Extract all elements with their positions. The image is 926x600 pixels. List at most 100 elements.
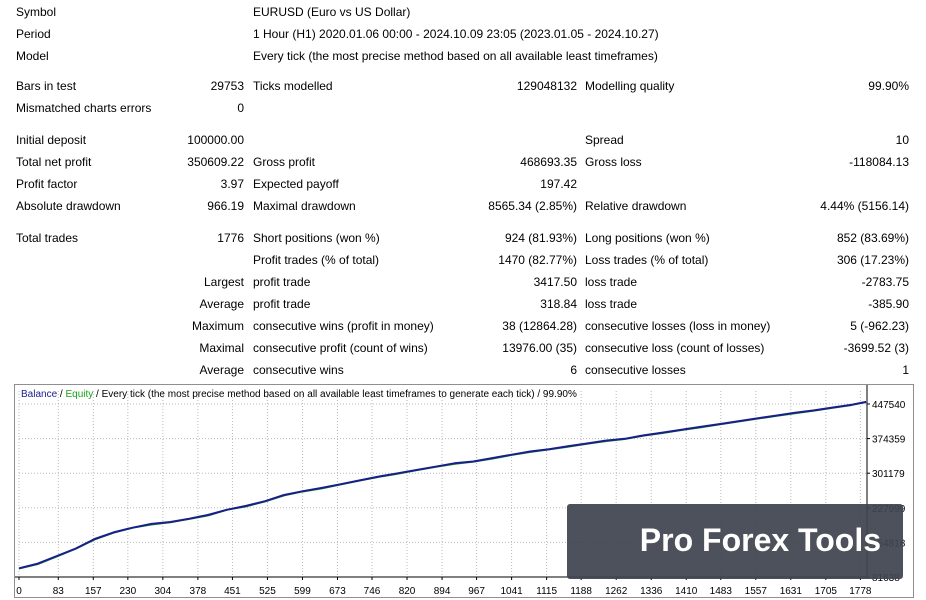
x-tick-label: 83 <box>53 586 65 597</box>
gross-loss-label: Gross loss <box>585 155 642 169</box>
x-tick-label: 673 <box>329 586 346 597</box>
profit-factor-value: 3.97 <box>220 177 244 191</box>
legend-separator: / <box>57 389 66 400</box>
loss-trades-label: Loss trades (% of total) <box>585 253 709 267</box>
average-loss-trade-label: loss trade <box>585 297 638 311</box>
x-tick-label: 1336 <box>640 586 663 597</box>
maximal-drawdown-value: 8565.34 (2.85%) <box>488 199 577 213</box>
x-tick-label: 304 <box>155 586 172 597</box>
x-tick-label: 599 <box>294 586 311 597</box>
bars-in-test-label: Bars in test <box>16 79 77 93</box>
spread-label: Spread <box>585 133 624 147</box>
average-consecutive-losses-label: consecutive losses <box>585 363 686 377</box>
profit-trades-label: Profit trades (% of total) <box>253 253 380 267</box>
long-positions-value: 852 (83.69%) <box>836 231 909 245</box>
average-consecutive-wins-label: consecutive wins <box>253 363 344 377</box>
x-tick-label: 894 <box>434 586 451 597</box>
maximal-label: Maximal <box>199 341 244 355</box>
x-tick-label: 1557 <box>745 586 768 597</box>
initial-deposit-label: Initial deposit <box>16 133 87 147</box>
symbol-value: EURUSD (Euro vs US Dollar) <box>253 5 411 19</box>
max-consecutive-wins-value: 38 (12864.28) <box>502 319 577 333</box>
max-consecutive-wins-label: consecutive wins (profit in money) <box>253 319 434 333</box>
expected-payoff-value: 197.42 <box>540 177 577 191</box>
max-consecutive-losses-value: 5 (-962.23) <box>850 319 909 333</box>
largest-profit-trade-value: 3417.50 <box>533 275 577 289</box>
ticks-modelled-value: 129048132 <box>516 79 577 93</box>
average-profit-trade-value: 318.84 <box>540 297 577 311</box>
x-tick-label: 820 <box>399 586 416 597</box>
legend-equity: Equity <box>65 389 94 400</box>
maximal-consecutive-loss-label: consecutive loss (count of losses) <box>585 341 765 355</box>
average-consecutive-losses-value: 1 <box>902 363 909 377</box>
mismatched-errors-label: Mismatched charts errors <box>16 101 152 115</box>
x-tick-label: 230 <box>119 586 136 597</box>
x-tick-label: 1410 <box>675 586 698 597</box>
total-net-profit-value: 350609.22 <box>187 155 244 169</box>
expected-payoff-label: Expected payoff <box>253 177 339 191</box>
period-label: Period <box>16 27 51 41</box>
watermark-banner: Pro Forex Tools <box>567 504 903 579</box>
x-tick-label: 1188 <box>570 586 592 597</box>
report-panel: Symbol EURUSD (Euro vs US Dollar) Period… <box>16 5 909 377</box>
model-label: Model <box>16 49 49 63</box>
chart-description: / Every tick (the most precise method ba… <box>93 389 577 400</box>
gross-profit-value: 468693.35 <box>520 155 577 169</box>
maximum-label: Maximum <box>191 319 244 333</box>
maximal-drawdown-label: Maximal drawdown <box>253 199 356 213</box>
long-positions-label: Long positions (won %) <box>585 231 710 245</box>
spread-value: 10 <box>895 133 909 147</box>
balance-line <box>18 400 867 570</box>
largest-loss-trade-label: loss trade <box>585 275 638 289</box>
average-consecutive-label: Average <box>199 363 244 377</box>
legend-balance: Balance <box>21 389 58 400</box>
average-consecutive-wins-value: 6 <box>570 363 577 377</box>
initial-deposit-value: 100000.00 <box>187 133 244 147</box>
y-tick-label: 374359 <box>872 435 906 446</box>
bars-in-test-value: 29753 <box>210 79 244 93</box>
average-loss-trade-value: -385.90 <box>868 297 909 311</box>
short-positions-value: 924 (81.93%) <box>504 231 577 245</box>
x-tick-label: 1262 <box>605 586 628 597</box>
maximal-consecutive-profit-value: 13976.00 (35) <box>502 341 577 355</box>
y-tick-label: 447540 <box>872 400 906 411</box>
largest-profit-trade-label: profit trade <box>253 275 311 289</box>
x-tick-label: 451 <box>224 586 241 597</box>
total-trades-label: Total trades <box>16 231 79 245</box>
average-label: Average <box>199 297 244 311</box>
chart-header: Balance / Equity / Every tick (the most … <box>21 389 577 401</box>
profit-trades-value: 1470 (82.77%) <box>498 253 577 267</box>
absolute-drawdown-label: Absolute drawdown <box>16 199 121 213</box>
x-tick-label: 0 <box>16 586 22 597</box>
largest-label: Largest <box>203 275 244 289</box>
total-net-profit-label: Total net profit <box>16 155 92 169</box>
x-tick-label: 746 <box>364 586 381 597</box>
x-tick-label: 1115 <box>536 586 557 597</box>
short-positions-label: Short positions (won %) <box>253 231 380 245</box>
mismatched-errors-value: 0 <box>237 101 244 115</box>
absolute-drawdown-value: 966.19 <box>207 199 244 213</box>
x-tick-label: 378 <box>190 586 207 597</box>
relative-drawdown-value: 4.44% (5156.14) <box>820 199 909 213</box>
x-tick-label: 1631 <box>780 586 803 597</box>
profit-factor-label: Profit factor <box>16 177 78 191</box>
relative-drawdown-label: Relative drawdown <box>585 199 687 213</box>
x-tick-label: 1778 <box>849 586 872 597</box>
max-consecutive-losses-label: consecutive losses (loss in money) <box>585 319 771 333</box>
largest-loss-trade-value: -2783.75 <box>861 275 909 289</box>
modelling-quality-label: Modelling quality <box>585 79 675 93</box>
x-tick-label: 525 <box>259 586 276 597</box>
y-tick-label: 301179 <box>872 469 905 480</box>
x-tick-label: 967 <box>468 586 485 597</box>
x-tick-label: 1483 <box>710 586 733 597</box>
maximal-consecutive-profit-label: consecutive profit (count of wins) <box>253 341 428 355</box>
total-trades-value: 1776 <box>217 231 244 245</box>
modelling-quality-value: 99.90% <box>868 79 909 93</box>
loss-trades-value: 306 (17.23%) <box>836 253 909 267</box>
model-value: Every tick (the most precise method base… <box>253 49 658 63</box>
x-tick-label: 1041 <box>500 586 523 597</box>
maximal-consecutive-loss-value: -3699.52 (3) <box>843 341 909 355</box>
gross-profit-label: Gross profit <box>253 155 316 169</box>
period-value: 1 Hour (H1) 2020.01.06 00:00 - 2024.10.0… <box>253 27 659 41</box>
x-tick-label: 1705 <box>815 586 838 597</box>
